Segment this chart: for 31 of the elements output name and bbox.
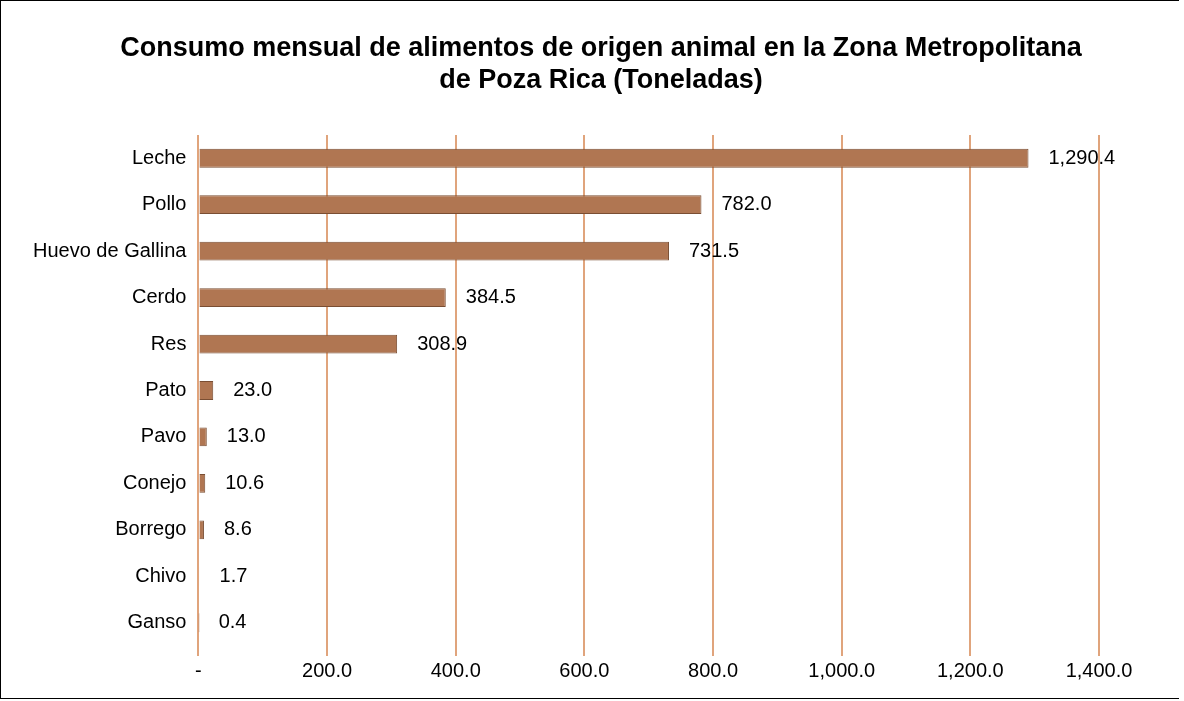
x-tick-label: 1,400.0 bbox=[1065, 658, 1133, 681]
x-tick-label: - bbox=[195, 658, 202, 681]
y-tick-label: Pavo bbox=[140, 424, 187, 447]
y-tick-label: Pato bbox=[145, 378, 187, 401]
data-label: 13.0 bbox=[226, 424, 266, 447]
y-tick-label: Borrego bbox=[115, 517, 187, 540]
y-tick-label: Ganso bbox=[127, 610, 187, 633]
data-label: 1,290.4 bbox=[1048, 145, 1116, 168]
y-tick-label: Leche bbox=[131, 145, 187, 168]
y-tick-label: Pollo bbox=[141, 192, 187, 215]
x-tick-label: 200.0 bbox=[302, 658, 353, 681]
y-tick-label: Chivo bbox=[135, 563, 187, 586]
y-tick-label: Res bbox=[150, 331, 187, 354]
y-tick-label: Conejo bbox=[123, 470, 187, 493]
data-label: 1.7 bbox=[219, 563, 248, 586]
x-tick-label: 600.0 bbox=[559, 658, 610, 681]
data-label: 23.0 bbox=[233, 378, 273, 401]
x-tick-label: 400.0 bbox=[430, 658, 481, 681]
data-label: 0.4 bbox=[218, 610, 247, 633]
y-tick-label: Huevo de Gallina bbox=[32, 238, 188, 261]
chart-title: Consumo mensual de alimentos de origen animal en la Zona Metropolitana de Poza Rica (Toneladas) bbox=[119, 31, 1083, 95]
x-tick-label: 1,000.0 bbox=[808, 658, 876, 681]
data-label: 10.6 bbox=[225, 470, 265, 493]
y-tick-label: Cerdo bbox=[131, 285, 187, 308]
data-label: 731.5 bbox=[688, 238, 740, 261]
data-label: 8.6 bbox=[223, 517, 252, 540]
data-label: 384.5 bbox=[465, 285, 516, 308]
x-tick-label: 1,200.0 bbox=[936, 658, 1004, 681]
data-label: 782.0 bbox=[721, 192, 772, 215]
x-tick-label: 800.0 bbox=[688, 658, 739, 681]
data-label: 308.9 bbox=[417, 331, 468, 354]
